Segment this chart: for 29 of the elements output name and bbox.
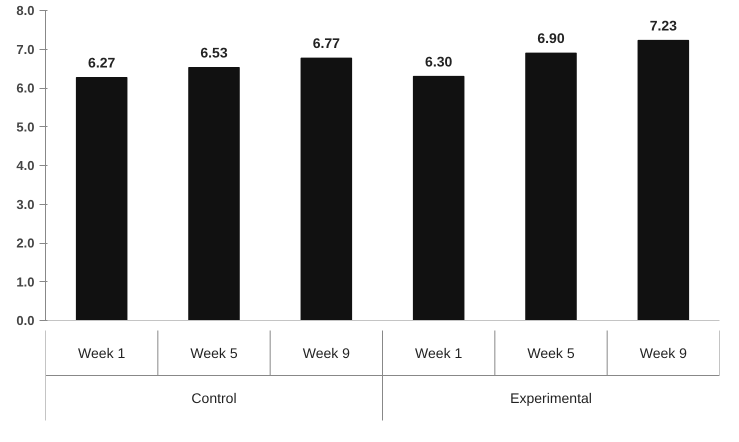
data-label: 6.30 xyxy=(425,53,453,70)
x-tick-label: Week 5 xyxy=(527,345,575,361)
text: Control xyxy=(191,390,237,406)
y-tick-label: 4.0 xyxy=(16,158,35,173)
y-tick-label: 3.0 xyxy=(16,196,35,212)
y-tick-label: 1.0 xyxy=(16,274,35,290)
x-tick-label: Week 9 xyxy=(302,345,350,361)
y-tick-label: 6.0 xyxy=(16,80,35,96)
y-tick-label: 2.0 xyxy=(16,236,35,250)
bar xyxy=(638,40,690,320)
y-tick-label: 8.0 xyxy=(16,3,35,18)
bar xyxy=(412,76,464,320)
data-label: 6.27 xyxy=(88,54,116,71)
x-tick-label: Week 1 xyxy=(415,345,462,361)
y-tick-label: 7.0 xyxy=(16,42,35,57)
text: Experimental xyxy=(510,390,592,406)
data-label: 6.77 xyxy=(312,35,340,52)
y-tick-label: 0.0 xyxy=(16,313,35,328)
x-tick-label: Week 5 xyxy=(190,345,238,361)
bar xyxy=(525,52,577,320)
data-label: 6.90 xyxy=(537,30,565,46)
y-tick-label: 5.0 xyxy=(16,119,35,134)
bar xyxy=(188,66,240,320)
x-tick-label: Week 9 xyxy=(640,345,688,361)
data-label: 6.53 xyxy=(200,44,228,60)
bar xyxy=(300,58,352,320)
x-tick-label: Week 1 xyxy=(78,345,126,361)
bar xyxy=(76,77,128,320)
data-label: 7.23 xyxy=(650,17,678,34)
